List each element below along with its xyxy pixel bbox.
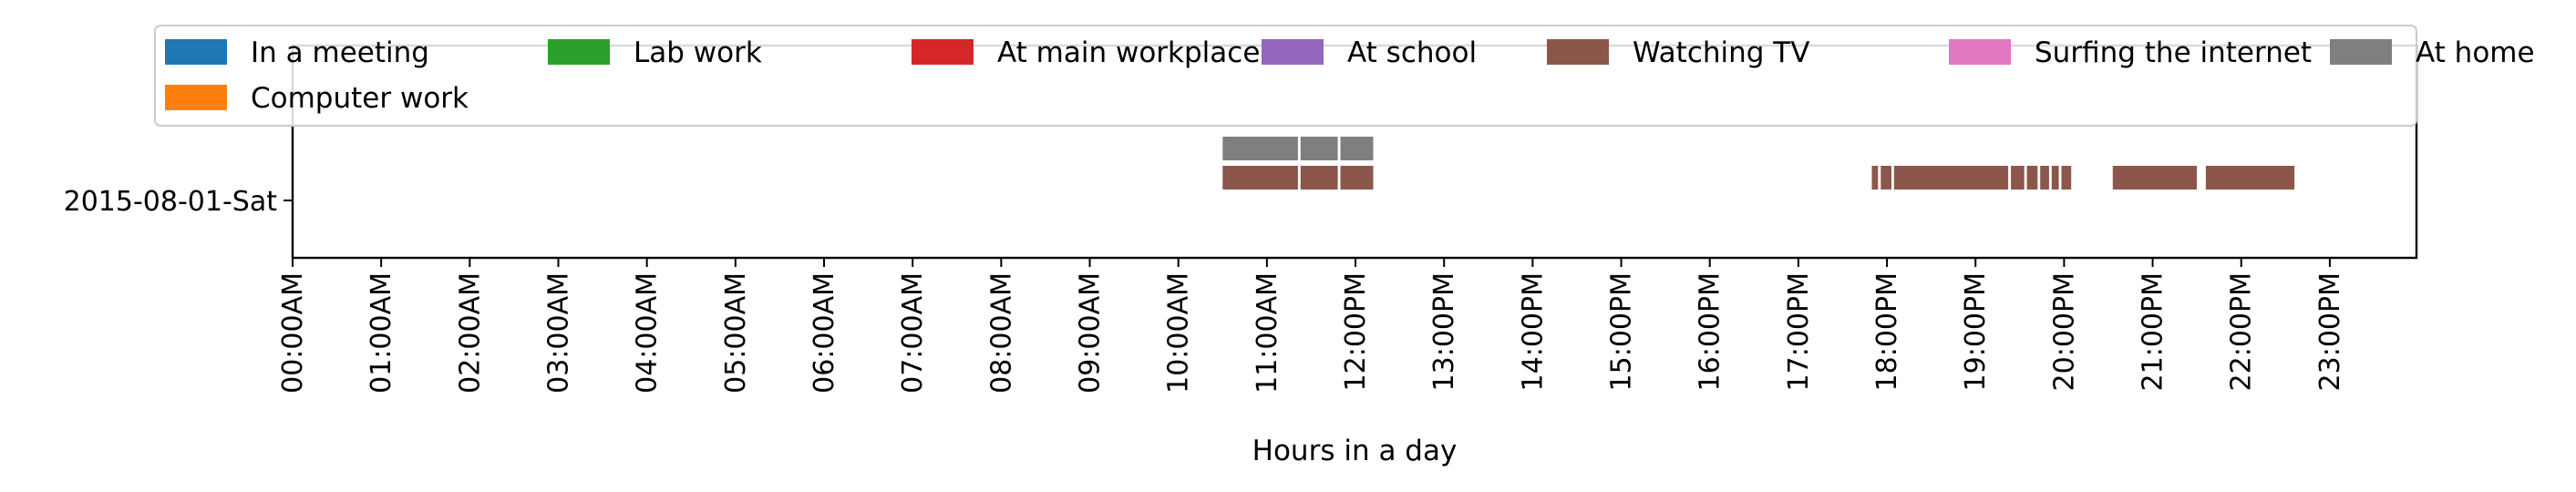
x-tick-label: 15:00PM <box>1606 272 1638 391</box>
x-tick-label: 11:00AM <box>1252 272 1283 394</box>
bar-watching-tv-10 <box>2061 166 2072 190</box>
x-tick-label: 12:00PM <box>1340 272 1372 391</box>
bar-at-home-1 <box>1300 137 1338 160</box>
legend-label: In a meeting <box>251 36 429 69</box>
bar-at-home-0 <box>1222 137 1298 160</box>
bar-watching-tv-8 <box>2040 166 2049 190</box>
x-axis-label: Hours in a day <box>1252 435 1458 467</box>
bar-watching-tv-9 <box>2051 166 2059 190</box>
x-tick-label: 08:00AM <box>985 272 1017 394</box>
x-tick-label: 23:00PM <box>2314 272 2346 391</box>
legend-label: At school <box>1347 36 1477 69</box>
bar-watching-tv-6 <box>2011 166 2025 190</box>
bar-watching-tv-12 <box>2205 166 2295 190</box>
x-tick-label: 05:00AM <box>720 272 752 394</box>
bar-watching-tv-2 <box>1340 166 1374 190</box>
legend-swatch <box>2330 39 2392 65</box>
x-tick-label: 17:00PM <box>1783 272 1815 391</box>
legend-label: Watching TV <box>1633 36 1809 69</box>
x-tick-label: 03:00AM <box>543 272 575 394</box>
legend-swatch <box>1547 39 1609 65</box>
x-tick-label: 21:00PM <box>2138 272 2169 391</box>
bar-watching-tv-11 <box>2112 166 2198 190</box>
x-tick-label: 20:00PM <box>2048 272 2080 391</box>
legend-swatch <box>165 85 227 110</box>
bar-watching-tv-4 <box>1880 166 1891 190</box>
legend-swatch <box>548 39 610 65</box>
x-tick-label: 22:00PM <box>2226 272 2258 391</box>
bar-watching-tv-3 <box>1871 166 1879 190</box>
x-tick-label: 14:00PM <box>1517 272 1549 391</box>
interval-bars <box>1222 137 2295 190</box>
x-tick-label: 13:00PM <box>1428 272 1460 391</box>
x-tick-label: 07:00AM <box>897 272 929 394</box>
x-tick-label: 02:00AM <box>454 272 486 394</box>
legend-frame <box>154 25 2417 127</box>
legend-swatch <box>1262 39 1324 65</box>
bar-watching-tv-7 <box>2026 166 2038 190</box>
bar-watching-tv-5 <box>1893 166 2009 190</box>
legend-label: Computer work <box>251 82 469 115</box>
legend-label: At main workplace <box>997 36 1260 69</box>
legend-swatch <box>165 39 227 65</box>
x-tick-label: 16:00PM <box>1695 272 1726 391</box>
x-tick-label: 04:00AM <box>632 272 664 394</box>
x-tick-label: 18:00PM <box>1871 272 1903 391</box>
legend-swatch <box>1949 39 2011 65</box>
legend-label: At home <box>2416 36 2535 69</box>
legend: In a meeting Lab work At main workplace At … <box>154 25 2535 127</box>
x-axis-ticks: 00:00AM 01:00AM 02:00AM 03:00AM 04:00AM 05:00… <box>277 258 2346 394</box>
legend-label: Lab work <box>634 36 762 69</box>
legend-label: Surfing the internet <box>2035 36 2312 69</box>
x-tick-label: 06:00AM <box>809 272 840 394</box>
x-tick-label: 10:00AM <box>1163 272 1195 394</box>
bar-watching-tv-1 <box>1300 166 1338 190</box>
x-tick-label: 00:00AM <box>277 272 309 394</box>
x-tick-label: 19:00PM <box>1960 272 1992 391</box>
bar-watching-tv-0 <box>1222 166 1298 190</box>
y-axis-ticks: 2015-08-01-Sat <box>64 186 293 218</box>
bar-at-home-2 <box>1340 137 1374 160</box>
legend-swatch <box>912 39 974 65</box>
x-tick-label: 09:00AM <box>1075 272 1107 394</box>
x-tick-label: 01:00AM <box>366 272 397 394</box>
y-tick-label: 2015-08-01-Sat <box>64 186 278 218</box>
